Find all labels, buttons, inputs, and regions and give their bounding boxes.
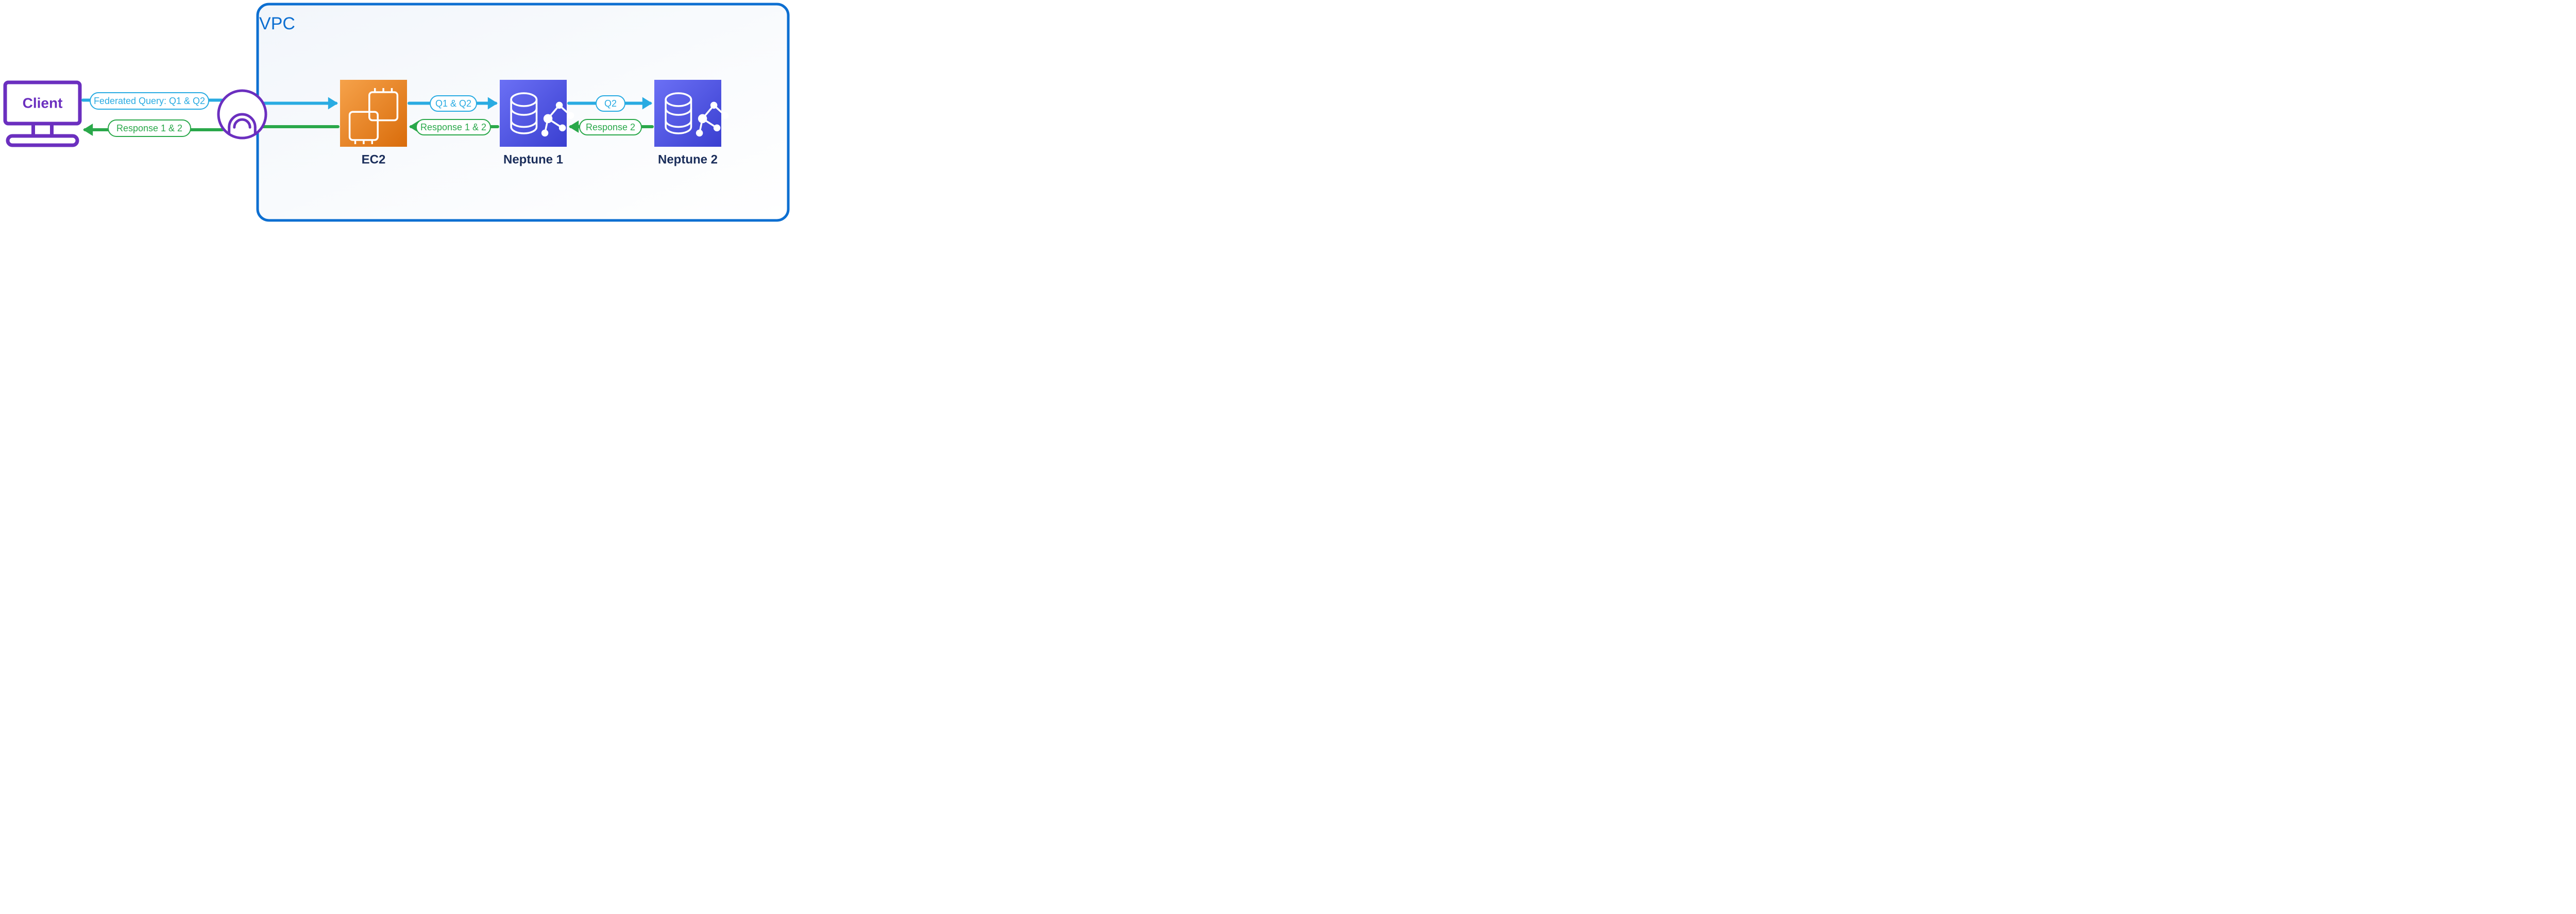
client-label: Client xyxy=(23,95,63,111)
neptune1-node: Neptune 1 xyxy=(500,80,573,166)
flow-pill-text: Response 2 xyxy=(586,122,635,132)
neptune2-node: Neptune 2 xyxy=(654,80,728,166)
flow-pill-text: Q2 xyxy=(604,98,617,109)
client-node: Client xyxy=(5,82,80,145)
flow-pill-text: Federated Query: Q1 & Q2 xyxy=(94,96,205,106)
internet-gateway-icon xyxy=(218,91,266,138)
architecture-diagram: VPC Client EC2 Neptune 1 Neptune 2 Feder… xyxy=(0,0,793,229)
ec2-caption: EC2 xyxy=(362,152,386,166)
neptune2-caption: Neptune 2 xyxy=(658,152,718,166)
neptune1-caption: Neptune 1 xyxy=(503,152,563,166)
flow-pill-text: Q1 & Q2 xyxy=(435,98,471,109)
vpc-title: VPC xyxy=(259,14,295,33)
flow-pill-text: Response 1 & 2 xyxy=(116,123,182,133)
flow-pill-text: Response 1 & 2 xyxy=(420,122,486,132)
